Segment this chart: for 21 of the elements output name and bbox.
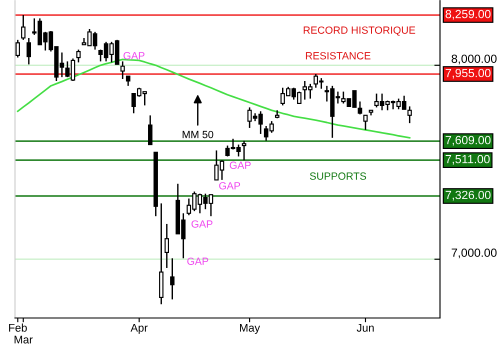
annotation: MM 50 [182, 130, 214, 138]
ref-line-label: 7,609.00 [446, 136, 491, 146]
annotation: GAP [219, 182, 240, 190]
x-tick-label: Mar [14, 336, 33, 344]
annotation: GAP [187, 258, 208, 265]
ref-line-label: 7,511.00 [446, 154, 490, 165]
ref-line-label: 7,955.00 [446, 68, 491, 79]
x-tick-label: Jun [356, 324, 374, 332]
ref-line-label: 8,259.00 [446, 10, 491, 20]
ref-line-label: 7,326.00 [446, 190, 491, 201]
y-tick-label: 7,000.00 [452, 248, 497, 258]
annotation: GAP [124, 52, 144, 60]
annotation: SUPPORTS [310, 172, 366, 180]
x-tick-label: May [240, 324, 260, 334]
x-tick-label: Feb [9, 324, 27, 332]
annotation: RECORD HISTORIQUE [304, 26, 416, 36]
annotation: RESISTANCE [306, 52, 370, 60]
x-tick-label: Apr [130, 324, 148, 334]
annotation: GAP [230, 162, 251, 169]
annotation: GAP [192, 220, 212, 228]
y-tick-label: 8,000.00 [452, 54, 497, 64]
